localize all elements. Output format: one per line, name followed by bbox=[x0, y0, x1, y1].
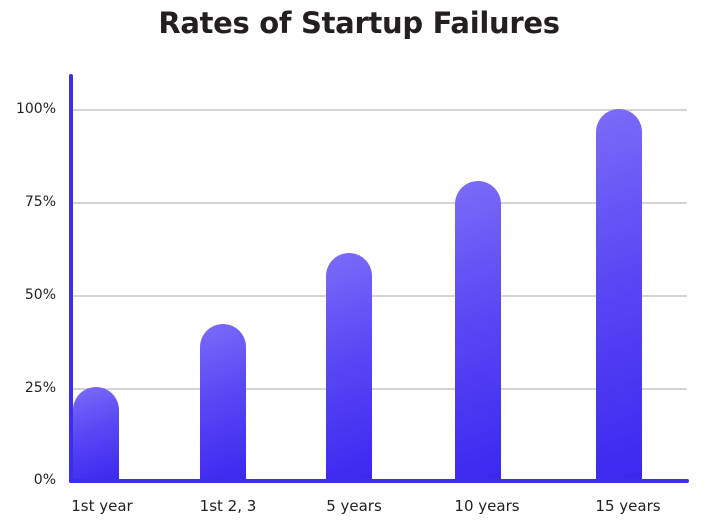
y-tick-0: 0% bbox=[33, 472, 56, 488]
bar-10-years bbox=[455, 181, 501, 481]
y-tick-25: 25% bbox=[24, 380, 56, 396]
y-tick-75: 75% bbox=[24, 194, 56, 210]
gridline-25 bbox=[73, 388, 687, 390]
bar-1st-year bbox=[73, 387, 119, 481]
bar-5-years bbox=[326, 253, 372, 481]
bar-1st-2-3 bbox=[200, 324, 246, 481]
y-tick-100: 100% bbox=[15, 101, 56, 117]
x-axis-line bbox=[69, 479, 689, 483]
gridline-50 bbox=[73, 295, 687, 297]
y-tick-50: 50% bbox=[24, 287, 56, 303]
bar-15-years bbox=[596, 109, 642, 481]
x-tick-10-years: 10 years bbox=[454, 497, 520, 515]
gridline-75 bbox=[73, 202, 687, 204]
x-tick-1st-year: 1st year bbox=[71, 497, 133, 515]
x-tick-15-years: 15 years bbox=[595, 497, 661, 515]
x-tick-1st-2-3: 1st 2, 3 bbox=[199, 497, 257, 515]
chart-title: Rates of Startup Failures bbox=[158, 6, 560, 40]
y-axis-line bbox=[69, 74, 73, 483]
gridline-100 bbox=[73, 109, 687, 111]
x-tick-5-years: 5 years bbox=[326, 497, 382, 515]
